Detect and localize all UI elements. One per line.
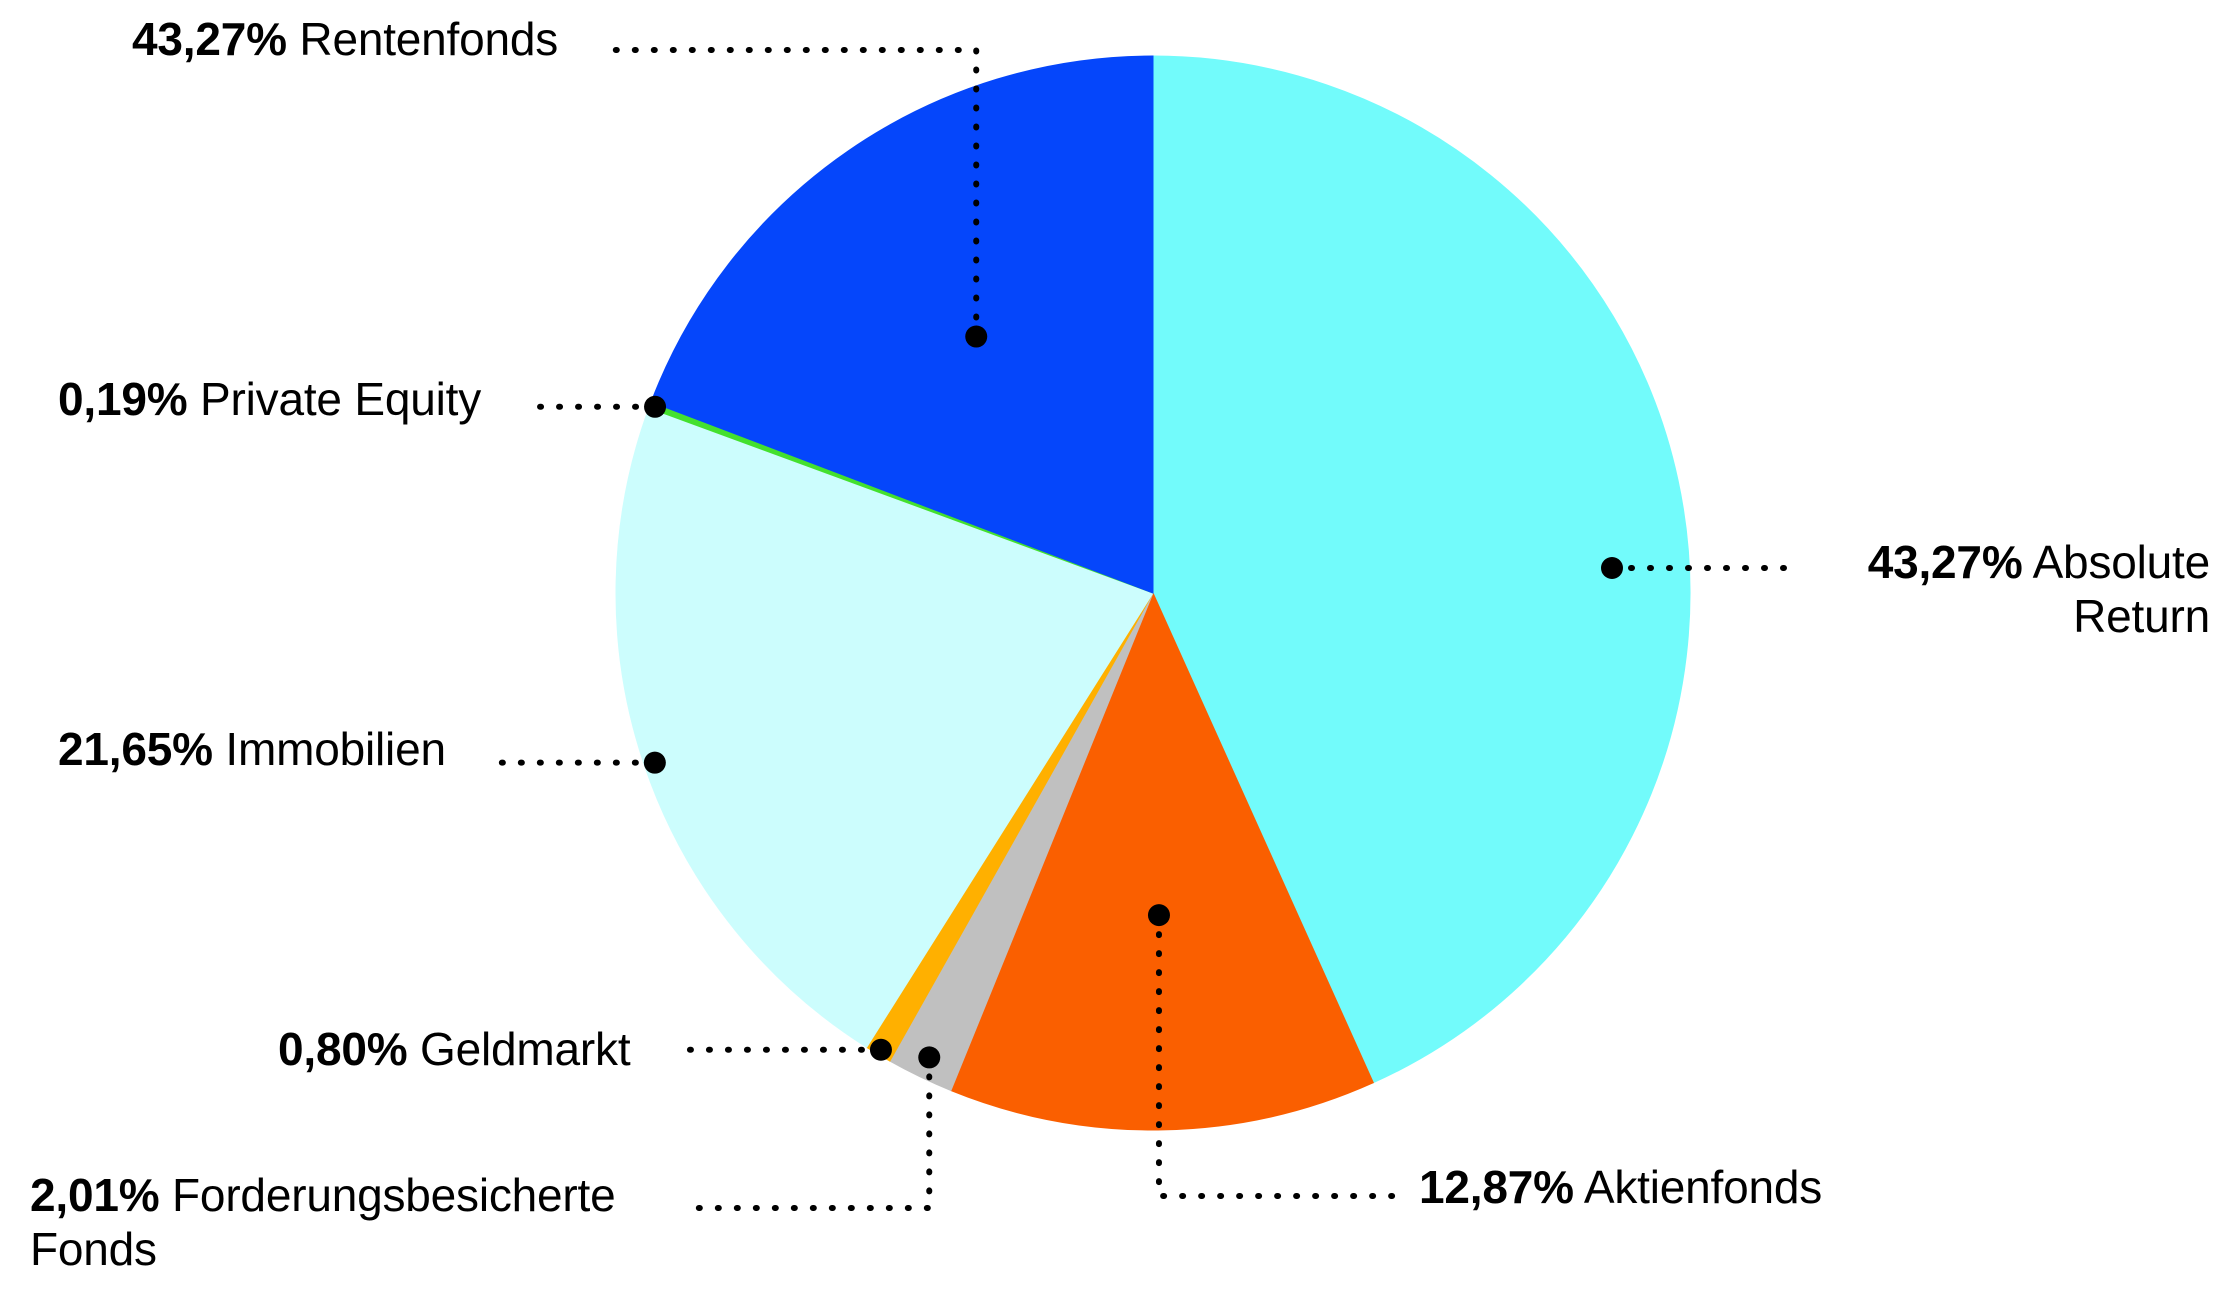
pie-label-immobilien-value: 21,65% (58, 723, 213, 775)
pie-label-aktienfonds-name: Aktienfonds (1583, 1161, 1823, 1213)
pie-label-forderungsbesicherte-fonds: 2,01% Forderungsbesicherte Fonds (30, 1168, 680, 1276)
pie-slice-absolute-return (1152, 55, 1691, 1084)
pie-label-geldmarkt: 0,80% Geldmarkt (278, 1022, 631, 1076)
pie-label-aktienfonds-value: 12,87% (1419, 1161, 1574, 1213)
pie-label-rentenfonds-value: 43,27% (132, 13, 287, 65)
pie-label-geldmarkt-name: Geldmarkt (420, 1023, 631, 1075)
pie-label-geldmarkt-value: 0,80% (278, 1023, 408, 1075)
pie-label-aktienfonds: 12,87% Aktienfonds (1419, 1160, 1822, 1214)
pie-label-absolute-return-value: 43,27% (1867, 536, 2023, 588)
leader-line-rentenfonds (605, 47, 980, 340)
pie-label-private-equity-name: Private Equity (200, 373, 482, 425)
pie-slice-rentenfonds (650, 55, 1154, 594)
leader-line-forderungsbesicherte-fonds (687, 1054, 933, 1211)
pie-label-rentenfonds: 43,27% Rentenfonds (132, 12, 558, 66)
pie-label-absolute-return-name: Absolute Return (2032, 536, 2211, 642)
pie-slice-aktienfonds (950, 591, 1375, 1131)
pie-label-immobilien-name: Immobilien (225, 723, 446, 775)
pie-label-absolute-return: 43,27% Absolute Return (1810, 535, 2210, 643)
pie-label-forderungsbesicherte-fonds-name: Forderungsbesicherte Fonds (30, 1169, 616, 1275)
leader-line-aktienfonds (1155, 912, 1403, 1199)
pie-label-rentenfonds-name: Rentenfonds (299, 13, 559, 65)
pie-label-private-equity-value: 0,19% (58, 373, 188, 425)
pie-label-private-equity: 0,19% Private Equity (58, 372, 481, 426)
pie-label-immobilien: 21,65% Immobilien (58, 722, 446, 776)
pie-label-forderungsbesicherte-fonds-value: 2,01% (30, 1169, 160, 1221)
